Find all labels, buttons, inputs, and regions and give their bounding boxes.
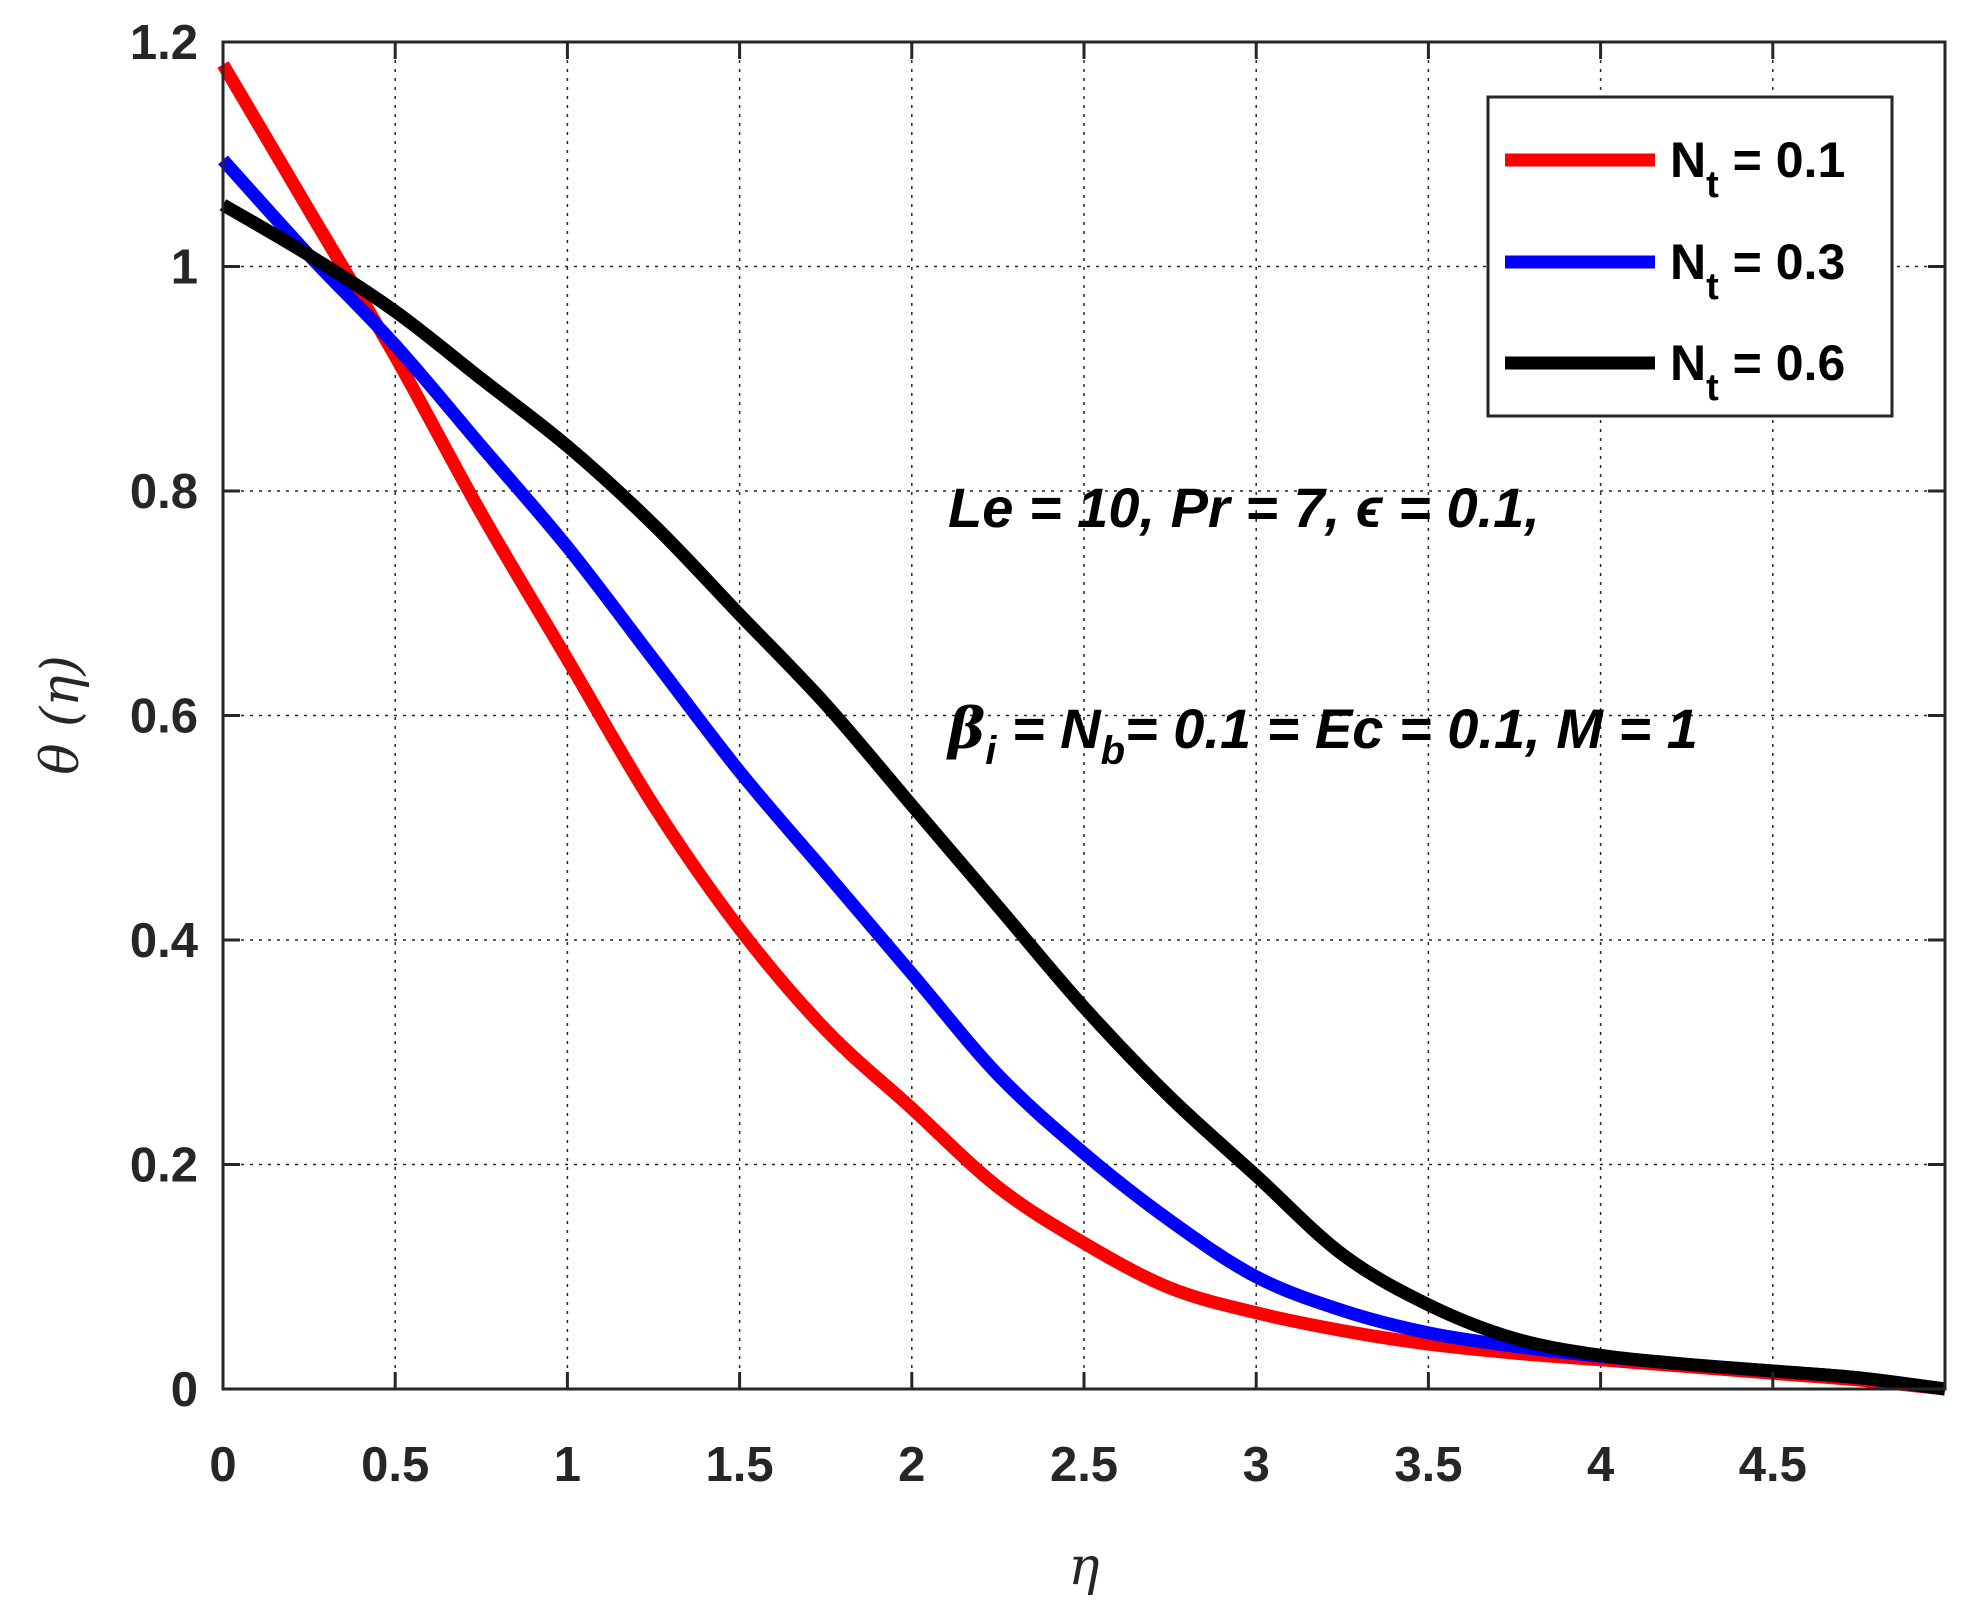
y-tick-label: 1.2	[130, 16, 198, 70]
x-axis-label: η	[1068, 1537, 1099, 1597]
annotation-equals-n: = N	[996, 697, 1102, 760]
legend-label-value: = 0.6	[1719, 335, 1846, 391]
legend: Nt = 0.1Nt = 0.3Nt = 0.6	[1486, 95, 1894, 418]
tick-labels: 0 0.5 1 1.5 2 2.5 3 3.5 4 4.5 0 0.2 0.4 0.6 0.8 1 1.2	[130, 16, 1807, 1492]
legend-label-base: N	[1670, 234, 1706, 290]
annotation-line-1: Le = 10, Pr = 7, ϵ = 0.1,	[948, 476, 1540, 539]
legend-label-base: N	[1670, 335, 1706, 391]
annotation-nb-subscript: b	[1101, 729, 1125, 773]
x-tick-label: 2.5	[1050, 1438, 1118, 1492]
x-tick-label: 1	[554, 1438, 581, 1492]
legend-label-subscript: t	[1706, 266, 1719, 308]
tick-marks	[221, 40, 1945, 1391]
annotation-rest: = 0.1 = Ec = 0.1, M = 1	[1125, 697, 1698, 760]
legend-label-subscript: t	[1706, 164, 1719, 206]
y-tick-label: 0.4	[130, 914, 198, 968]
y-tick-label: 0.6	[130, 690, 198, 744]
y-tick-label: 0.8	[130, 465, 198, 519]
legend-label-value: = 0.1	[1719, 132, 1846, 188]
x-tick-label: 3.5	[1394, 1438, 1462, 1492]
legend-label-3: Nt = 0.6	[1670, 335, 1845, 409]
y-tick-label: 0.2	[130, 1139, 198, 1193]
x-tick-label: 3	[1243, 1438, 1270, 1492]
x-tick-label: 0	[209, 1438, 236, 1492]
x-tick-label: 0.5	[361, 1438, 429, 1492]
legend-label-value: = 0.3	[1719, 234, 1846, 290]
x-tick-label: 2	[898, 1438, 925, 1492]
parameter-annotations: Le = 10, Pr = 7, ϵ = 0.1, βi = Nb= 0.1 =…	[946, 476, 1698, 773]
y-tick-label: 0	[171, 1363, 198, 1417]
annotation-beta-subscript: i	[985, 729, 997, 773]
series-line-3	[219, 199, 1946, 1396]
legend-label-base: N	[1670, 132, 1706, 188]
y-axis-label: θ (η)	[31, 655, 91, 775]
y-tick-label: 1	[171, 241, 198, 295]
x-tick-label: 4.5	[1739, 1438, 1807, 1492]
legend-label-1: Nt = 0.1	[1670, 132, 1845, 206]
annotation-beta: β	[946, 696, 985, 762]
x-tick-label: 1.5	[706, 1438, 774, 1492]
series-layer	[217, 61, 1946, 1396]
x-tick-label: 4	[1587, 1438, 1614, 1492]
legend-label-2: Nt = 0.3	[1670, 234, 1845, 308]
annotation-line-2: βi = Nb= 0.1 = Ec = 0.1, M = 1	[946, 696, 1698, 773]
legend-label-subscript: t	[1706, 367, 1719, 409]
